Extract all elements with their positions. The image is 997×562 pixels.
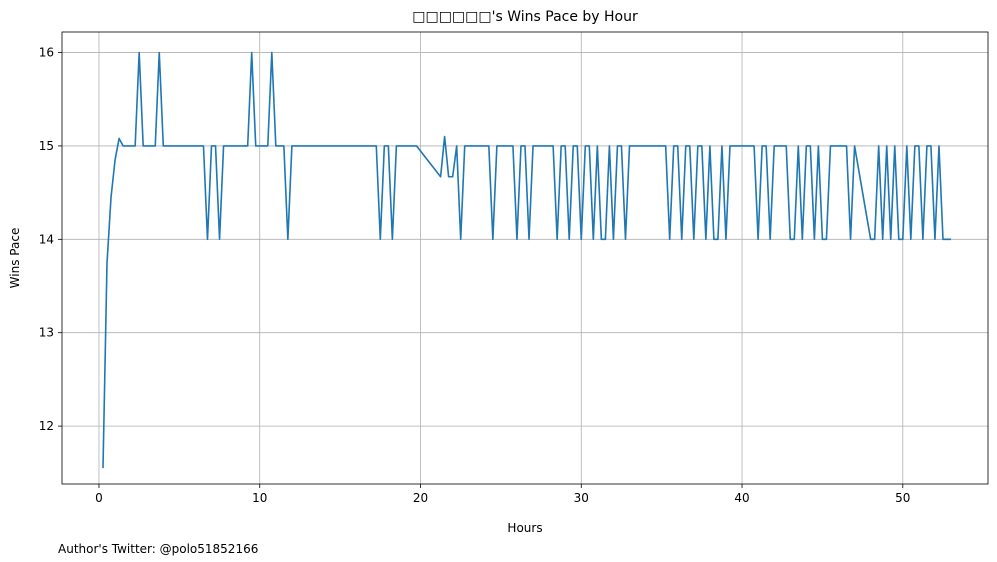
x-tick-label: 20 <box>413 491 428 505</box>
x-tick-label: 50 <box>895 491 910 505</box>
series-line <box>102 51 952 469</box>
x-tick-label: 30 <box>574 491 589 505</box>
ticks: 0 10 20 30 40 50 12 13 14 15 16 <box>39 46 911 505</box>
author-credit: Author's Twitter: @polo51852166 <box>58 542 258 556</box>
x-tick-label: 0 <box>95 491 103 505</box>
y-tick-label: 14 <box>39 232 54 246</box>
chart-title: □□□□□□'s Wins Pace by Hour <box>412 9 638 25</box>
x-axis-label: Hours <box>507 521 542 535</box>
plot-frame <box>61 31 989 485</box>
series-layer <box>102 51 952 469</box>
y-tick-label: 15 <box>39 139 54 153</box>
x-tick-label: 10 <box>252 491 267 505</box>
y-tick-label: 13 <box>39 326 54 340</box>
x-tick-label: 40 <box>734 491 749 505</box>
y-tick-label: 12 <box>39 419 54 433</box>
grid <box>62 32 988 484</box>
y-axis-label: Wins Pace <box>8 228 22 289</box>
y-tick-label: 16 <box>39 46 54 60</box>
